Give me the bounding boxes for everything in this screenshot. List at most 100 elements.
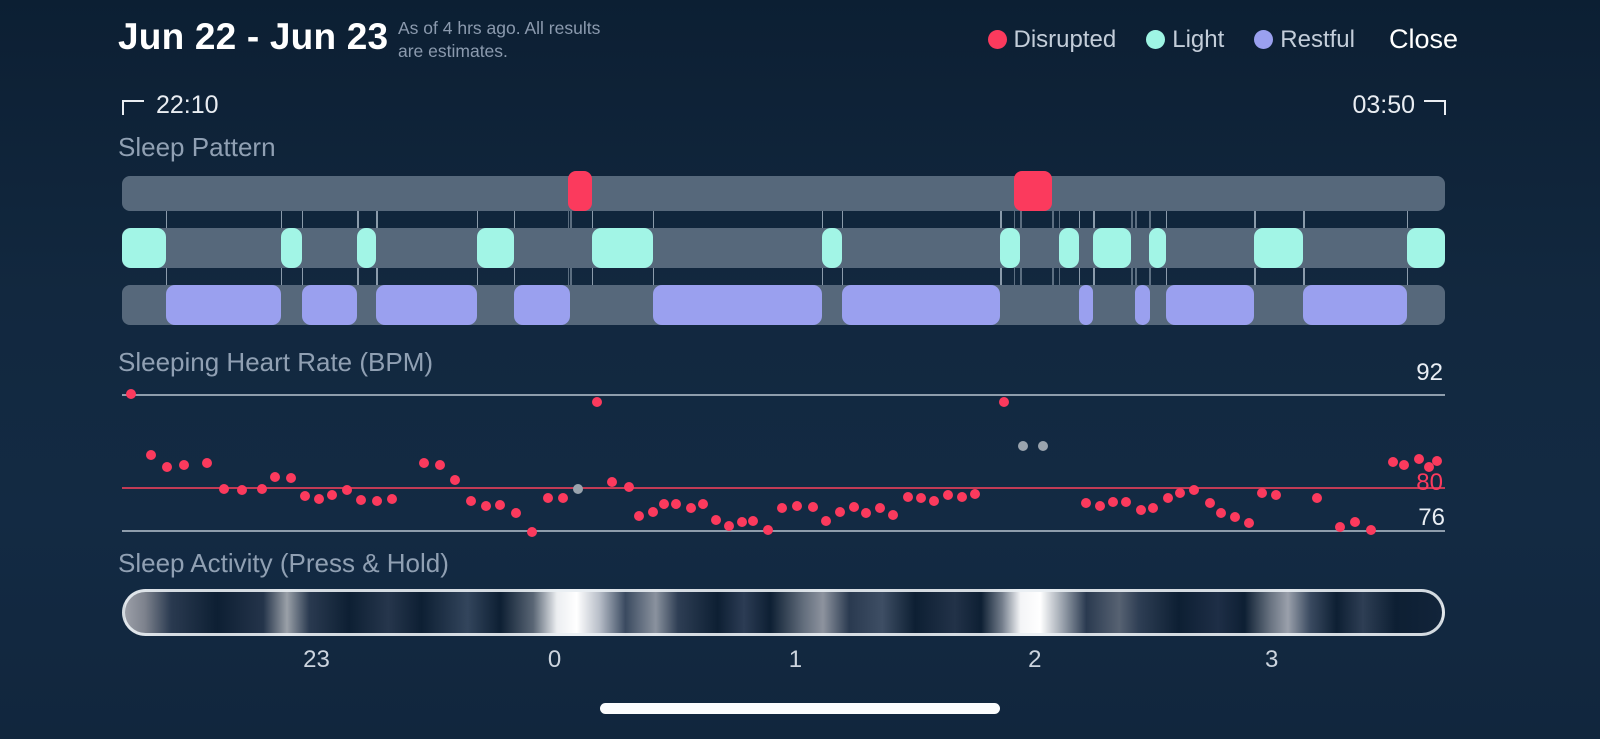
hr-dot <box>942 490 953 501</box>
hr-dot <box>1147 502 1158 513</box>
hr-dot <box>1175 487 1186 498</box>
sleep-activity-bar[interactable] <box>122 589 1445 636</box>
hr-dot <box>711 514 722 525</box>
light-segment <box>357 228 376 268</box>
hr-dot <box>450 474 461 485</box>
hr-min-label: 76 <box>1418 504 1445 531</box>
light-segment <box>122 228 166 268</box>
restful-segment <box>841 285 1001 325</box>
close-button[interactable]: Close <box>1388 24 1458 54</box>
restful-segment <box>376 285 477 325</box>
disrupted-track <box>122 171 1445 211</box>
hr-dot <box>777 502 788 513</box>
light-track <box>122 228 1445 268</box>
hr-dot <box>591 396 602 407</box>
light-segment <box>1406 228 1445 268</box>
restful-segment <box>652 285 822 325</box>
hr-dot <box>466 496 477 507</box>
hr-dot <box>999 396 1010 407</box>
hr-dot <box>875 502 886 513</box>
light-segment <box>821 228 842 268</box>
light-segment <box>476 228 514 268</box>
light-segment <box>1148 228 1166 268</box>
hr-dot <box>1229 512 1240 523</box>
hr-dot <box>327 490 338 501</box>
hr-dot <box>685 502 696 513</box>
hr-dot <box>1398 460 1409 471</box>
hr-dot <box>634 511 645 522</box>
legend-label-restful: Restful <box>1280 25 1355 53</box>
hr-dot <box>929 496 940 507</box>
hr-dot <box>1335 521 1346 532</box>
hr-dot <box>1121 496 1132 507</box>
hr-min-gridline <box>122 530 1445 532</box>
legend-item-restful: Restful <box>1254 26 1355 54</box>
hr-dot <box>527 526 538 537</box>
hr-dot <box>671 498 682 509</box>
hr-dot <box>957 491 968 502</box>
hr-dot <box>762 525 773 535</box>
as-of-note-line2: are estimates. <box>398 41 508 61</box>
sleep-pattern-tracks[interactable] <box>122 171 1445 326</box>
light-segment <box>1254 228 1304 268</box>
hr-mid-label: 80 <box>1416 469 1443 496</box>
hr-dot <box>860 508 871 518</box>
hr-dot <box>557 492 568 503</box>
hr-dot <box>1311 492 1322 503</box>
hr-dot <box>606 477 617 488</box>
hr-dot <box>1135 504 1146 515</box>
restful-segment <box>513 285 571 325</box>
hr-dot <box>386 494 397 505</box>
hr-dot <box>1270 490 1281 501</box>
restful-dot-icon <box>1254 30 1274 49</box>
hr-dot <box>372 496 383 507</box>
page-title: Jun 22 - Jun 23 <box>118 16 389 57</box>
heart-rate-heading: Sleeping Heart Rate (BPM) <box>118 347 434 377</box>
hr-dot <box>161 462 172 473</box>
hr-dot <box>511 508 522 518</box>
hr-max-label: 92 <box>1416 359 1443 386</box>
light-dot-icon <box>1146 30 1166 49</box>
home-indicator[interactable] <box>600 703 1000 714</box>
hr-dot <box>697 498 708 509</box>
hr-dot <box>314 494 325 505</box>
hr-dot <box>179 460 190 471</box>
sleep-activity-heading: Sleep Activity (Press & Hold) <box>118 548 449 578</box>
hr-dot <box>820 515 831 526</box>
hr-dot <box>201 457 212 468</box>
hr-gray-dot <box>573 484 584 495</box>
disrupted-segment <box>1013 171 1053 211</box>
hr-dot <box>902 491 913 502</box>
hr-dot <box>916 492 927 503</box>
legend-item-disrupted: Disrupted <box>987 25 1117 54</box>
hr-dot <box>299 491 310 501</box>
light-segment <box>1058 228 1079 268</box>
disrupted-segment <box>567 171 592 211</box>
hr-dot <box>1204 497 1215 508</box>
hr-dot <box>623 481 634 492</box>
hour-label-2: 2 <box>1028 646 1042 673</box>
hr-dot <box>1413 453 1424 464</box>
hr-dot <box>1216 508 1227 518</box>
hr-gray-dot <box>1037 440 1048 451</box>
hr-dot <box>480 501 491 512</box>
hour-label-1: 1 <box>788 646 803 673</box>
hr-dot <box>1424 462 1435 473</box>
restful-track <box>122 285 1445 325</box>
hr-dot <box>1094 501 1105 512</box>
hr-dot <box>126 389 137 399</box>
hr-dot <box>418 457 429 468</box>
hr-dot <box>835 507 846 518</box>
hr-dot <box>270 472 281 483</box>
as-of-note: As of 4 hrs ago. All results are estimat… <box>398 17 600 63</box>
restful-segment <box>301 285 358 325</box>
restful-segment <box>165 285 281 325</box>
hr-dot <box>543 492 553 503</box>
hr-dot <box>495 500 506 511</box>
legend-label-disrupted: Disrupted <box>1013 25 1117 53</box>
hr-dot <box>1365 525 1376 535</box>
hr-dot <box>748 515 759 526</box>
heart-rate-chart[interactable]: 92 80 76 <box>122 359 1445 537</box>
hr-dot <box>146 450 157 461</box>
hr-max-gridline <box>122 394 1445 396</box>
